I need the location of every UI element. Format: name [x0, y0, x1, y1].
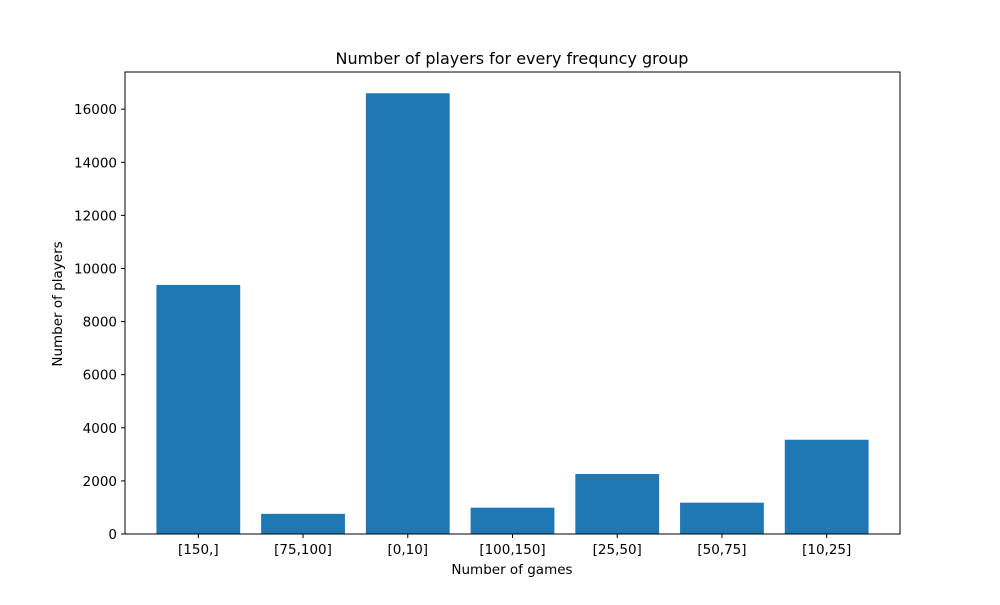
y-axis-label: Number of players: [50, 241, 66, 366]
bar-1: [261, 513, 345, 534]
x-tick-label: [25,50]: [593, 542, 642, 558]
y-axis-ticks: 0 2000 4000 6000 8000 10000 12000 14000 16000: [74, 102, 125, 543]
x-tick-label: [75,100]: [274, 542, 332, 558]
y-tick-label: 8000: [83, 315, 117, 331]
bars-group: [156, 93, 869, 534]
x-tick-label: [50,75]: [697, 542, 746, 558]
plot-frame: [124, 71, 901, 535]
y-tick-label: 12000: [74, 208, 117, 224]
y-tick-label: 14000: [74, 155, 117, 171]
bar-4: [575, 473, 660, 534]
y-tick-label: 2000: [83, 474, 117, 490]
x-tick-label: [10,25]: [802, 542, 851, 558]
y-tick-label: 4000: [83, 421, 117, 437]
y-tick-label: 10000: [74, 261, 117, 277]
bar-6: [784, 439, 869, 534]
bar-0: [156, 284, 241, 534]
bar-5: [680, 502, 764, 534]
x-tick-label: [150,]: [178, 542, 219, 558]
y-tick-label: 16000: [74, 102, 117, 118]
x-axis-label: Number of games: [451, 562, 572, 578]
y-tick-label: 6000: [83, 368, 117, 384]
x-tick-label: [100,150]: [479, 542, 545, 558]
x-tick-label: [0,10]: [387, 542, 428, 558]
y-tick-label: 0: [108, 527, 117, 543]
bar-3: [470, 507, 555, 534]
bar-2: [365, 93, 450, 534]
x-axis-ticks: [150,] [75,100] [0,10] [100,150] [25,50] [50,…: [178, 534, 851, 558]
chart-title: Number of players for every frequncy gro…: [336, 49, 689, 68]
